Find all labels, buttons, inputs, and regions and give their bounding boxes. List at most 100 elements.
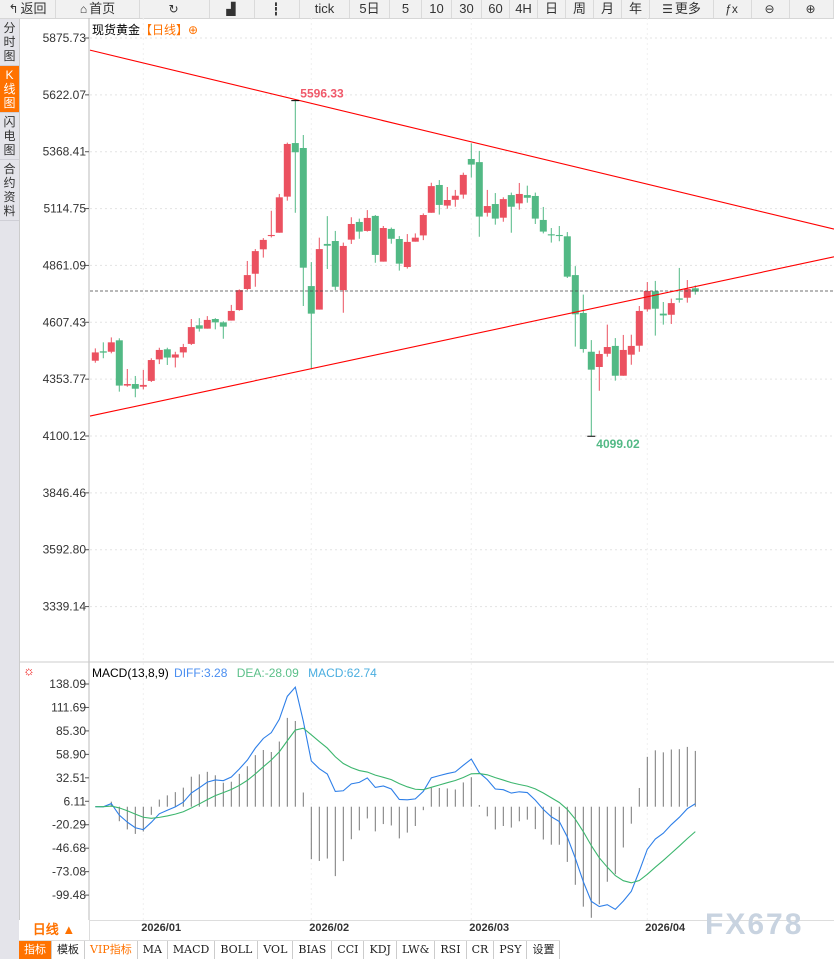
- candle-body: [435, 184, 443, 205]
- timeframe-button[interactable]: 日线 ▲: [19, 920, 90, 940]
- candle: [291, 100, 299, 213]
- y-tick-label: 4607.43: [43, 315, 87, 329]
- candle: [395, 236, 403, 271]
- trendline-lower: [89, 256, 834, 417]
- period-30-button[interactable]: 30: [452, 0, 482, 18]
- sidebar-tab-3[interactable]: 合约资料: [0, 160, 19, 221]
- candle: [595, 350, 603, 391]
- candle-body: [219, 322, 227, 327]
- menu-button[interactable]: ☰ 更多: [650, 0, 714, 18]
- y-tick-label: 5114.75: [44, 202, 87, 216]
- toolbar-label: 日: [544, 1, 558, 16]
- indicator-tab-vip指标[interactable]: VIP指标: [85, 941, 138, 959]
- menu-icon: ☰: [662, 2, 673, 16]
- candle: [163, 347, 171, 365]
- zoom-out-button[interactable]: ⊖: [752, 0, 790, 18]
- sidebar-tab-1[interactable]: K线图: [0, 66, 19, 113]
- candle-body: [651, 291, 659, 309]
- candle: [539, 206, 547, 234]
- indicator-tab-指标[interactable]: 指标: [19, 941, 52, 959]
- period-年-button[interactable]: 年: [622, 0, 650, 18]
- candle-body: [691, 288, 699, 292]
- indicator-tab-模板[interactable]: 模板: [52, 941, 85, 959]
- indicator-tab-macd[interactable]: MACD: [168, 941, 216, 959]
- indicator-tab-cr[interactable]: CR: [467, 941, 495, 959]
- sidebar-tab-2[interactable]: 闪电图: [0, 113, 19, 160]
- candle: [355, 218, 363, 239]
- candle: [475, 150, 483, 237]
- candle: [419, 213, 427, 241]
- period-4H-button[interactable]: 4H: [510, 0, 538, 18]
- indicator-tab-ma[interactable]: MA: [138, 941, 168, 959]
- candle-body: [619, 349, 627, 376]
- candle-body: [443, 199, 451, 206]
- candle-body: [483, 206, 491, 213]
- period-tick-button[interactable]: tick: [300, 0, 350, 18]
- candle-body: [555, 234, 563, 237]
- candle: [459, 172, 467, 199]
- indicator-tab-rsi[interactable]: RSI: [435, 941, 467, 959]
- candle: [379, 225, 387, 262]
- candle: [115, 338, 123, 392]
- period-60-button[interactable]: 60: [482, 0, 510, 18]
- candle-body: [227, 310, 235, 321]
- candle-body: [579, 312, 587, 350]
- candle-body: [307, 286, 315, 314]
- annotation-high-label: 5596.33: [300, 87, 344, 101]
- indicator-tab-cci[interactable]: CCI: [332, 941, 365, 959]
- timeframe-label: 【日线】: [140, 23, 189, 37]
- period-5-button[interactable]: 5: [390, 0, 422, 18]
- candle: [451, 189, 459, 207]
- candle-body: [163, 349, 171, 358]
- sidebar-tab-0[interactable]: 分时图: [0, 19, 19, 66]
- candle: [147, 358, 155, 383]
- candle: [155, 347, 163, 365]
- candle-body: [99, 351, 107, 353]
- indicator-tab-vol[interactable]: VOL: [258, 941, 294, 959]
- sidebar: 分时图 K线图 闪电图 合约资料: [0, 19, 20, 959]
- home-button[interactable]: ⌂ 首页: [56, 0, 140, 18]
- candle-body: [403, 241, 411, 268]
- indicator-tab-设置[interactable]: 设置: [527, 941, 561, 959]
- candle: [251, 249, 259, 287]
- period-日-button[interactable]: 日: [538, 0, 566, 18]
- indicator-tab-bias[interactable]: BIAS: [293, 941, 333, 959]
- candle-body: [427, 186, 435, 213]
- candle: [131, 375, 139, 398]
- candle: [195, 318, 203, 332]
- candle-body: [459, 174, 467, 195]
- candle-body: [395, 239, 403, 264]
- period-5日-button[interactable]: 5日: [350, 0, 390, 18]
- period-月-button[interactable]: 月: [594, 0, 622, 18]
- plus-circle-icon[interactable]: ⊕: [188, 23, 199, 37]
- candle-body: [659, 313, 667, 316]
- macd-settings-icon[interactable]: ☼: [23, 663, 35, 678]
- period-10-button[interactable]: 10: [422, 0, 452, 18]
- period-周-button[interactable]: 周: [566, 0, 594, 18]
- candle: [267, 210, 275, 238]
- candle: [411, 233, 419, 242]
- candle-body: [507, 195, 515, 207]
- refresh-button[interactable]: ↻: [140, 0, 210, 18]
- candle: [171, 351, 179, 368]
- back-arrow-button[interactable]: ↰ 返回: [0, 0, 56, 18]
- function-button[interactable]: ƒx: [714, 0, 752, 18]
- home-icon: ⌂: [79, 2, 88, 16]
- candle-body: [611, 345, 619, 376]
- dea-line: [95, 727, 696, 884]
- indicator-tab-lw&[interactable]: LW&: [397, 941, 436, 959]
- indicator-tab-boll[interactable]: BOLL: [215, 941, 259, 959]
- candle-body: [187, 327, 195, 344]
- candle: [659, 301, 667, 325]
- indicator-tab-psy[interactable]: PSY: [494, 941, 528, 959]
- candlestick-button[interactable]: ┇: [255, 0, 300, 18]
- y-tick-label: 4861.09: [43, 258, 87, 272]
- macd-y-tick-label: 85.30: [56, 724, 86, 738]
- toolbar-label: 更多: [674, 1, 701, 16]
- candle: [515, 182, 523, 210]
- indicator-tab-kdj[interactable]: KDJ: [364, 941, 397, 959]
- candle-body: [587, 351, 595, 370]
- candle-body: [203, 319, 211, 329]
- bar-chart-button[interactable]: ▟: [210, 0, 255, 18]
